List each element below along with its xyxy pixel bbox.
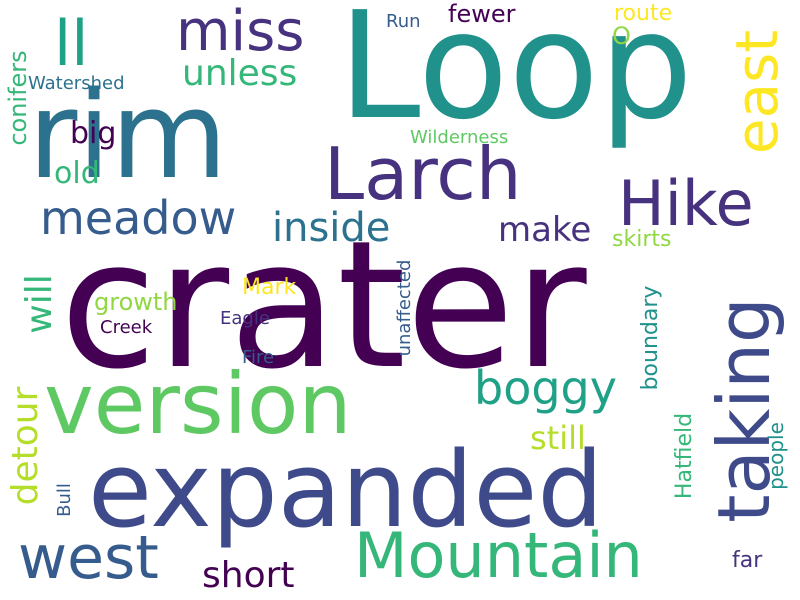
word-meadow: meadow	[40, 191, 237, 245]
word-miss: miss	[176, 0, 305, 64]
word-version: version	[44, 355, 352, 453]
word-unless: unless	[182, 53, 298, 94]
word-boggy: boggy	[474, 361, 617, 415]
word-creek: Creek	[100, 317, 153, 338]
word-eagle: Eagle	[220, 308, 270, 329]
word-detour: detour	[5, 386, 46, 506]
word-growth: growth	[94, 288, 178, 316]
word-fewer: fewer	[448, 0, 516, 28]
word-run: Run	[386, 11, 421, 32]
word-wilderness: Wilderness	[410, 127, 509, 148]
word-still: still	[530, 419, 586, 457]
word-will: will	[19, 274, 60, 334]
word-make: make	[498, 210, 592, 250]
word-larch: Larch	[324, 132, 522, 216]
word-rim: rim	[28, 67, 228, 206]
word-watershed: Watershed	[28, 73, 125, 94]
word-conifers: conifers	[4, 50, 32, 146]
word-crater: crater	[60, 203, 587, 408]
word-inside: inside	[272, 205, 391, 251]
word-west: west	[18, 523, 159, 593]
word-big: big	[70, 116, 117, 151]
word-expanded: expanded	[88, 429, 604, 551]
word-east: east	[723, 29, 791, 155]
word-o: O	[612, 22, 631, 50]
word-mountain: Mountain	[354, 519, 643, 592]
word-ll: ll	[54, 7, 89, 80]
word-hike: Hike	[618, 167, 754, 240]
word-people: people	[764, 422, 788, 490]
word-boundary: boundary	[638, 285, 663, 391]
word-route: route	[614, 1, 673, 26]
word-unaffected: unaffected	[394, 259, 415, 357]
word-skirts: skirts	[612, 227, 672, 252]
word-hatfield: Hatfield	[672, 412, 697, 500]
word-short: short	[202, 555, 295, 596]
word-far: far	[732, 548, 763, 573]
word-loop: Loop	[338, 0, 693, 152]
word-bull: Bull	[54, 483, 75, 517]
word-old: old	[54, 156, 100, 191]
word-mark: Mark	[242, 275, 297, 300]
word-fire: Fire	[242, 347, 275, 368]
